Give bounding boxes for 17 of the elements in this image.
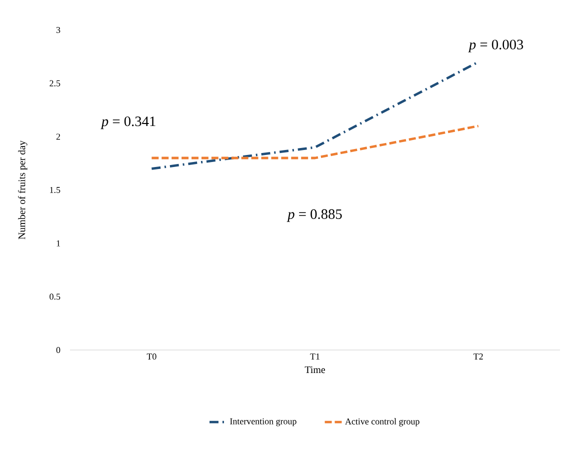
x-tick-label: T2 [474,354,483,360]
x-tick-label: T0 [146,354,156,360]
annotation: p = 0.341 [100,116,156,130]
y-tick-label: 3 [56,26,60,34]
y-tick-label: 2.5 [50,80,60,86]
legend-label: Active control group [345,418,420,426]
legend-label: Intervention group [230,418,296,426]
y-tick-label: 1.5 [50,186,60,194]
y-tick-label: 2 [56,134,60,140]
y-tick-label: 1 [56,240,60,246]
x-axis-title: Time [304,366,325,374]
annotation: p = 0.003 [468,40,524,52]
x-tick-label: T1 [310,354,320,360]
y-axis-title: Number of fruits per day [18,140,28,240]
y-tick-label: 0 [56,346,60,354]
annotation: p = 0.885 [286,209,342,222]
y-tick-label: 0.5 [50,294,60,300]
